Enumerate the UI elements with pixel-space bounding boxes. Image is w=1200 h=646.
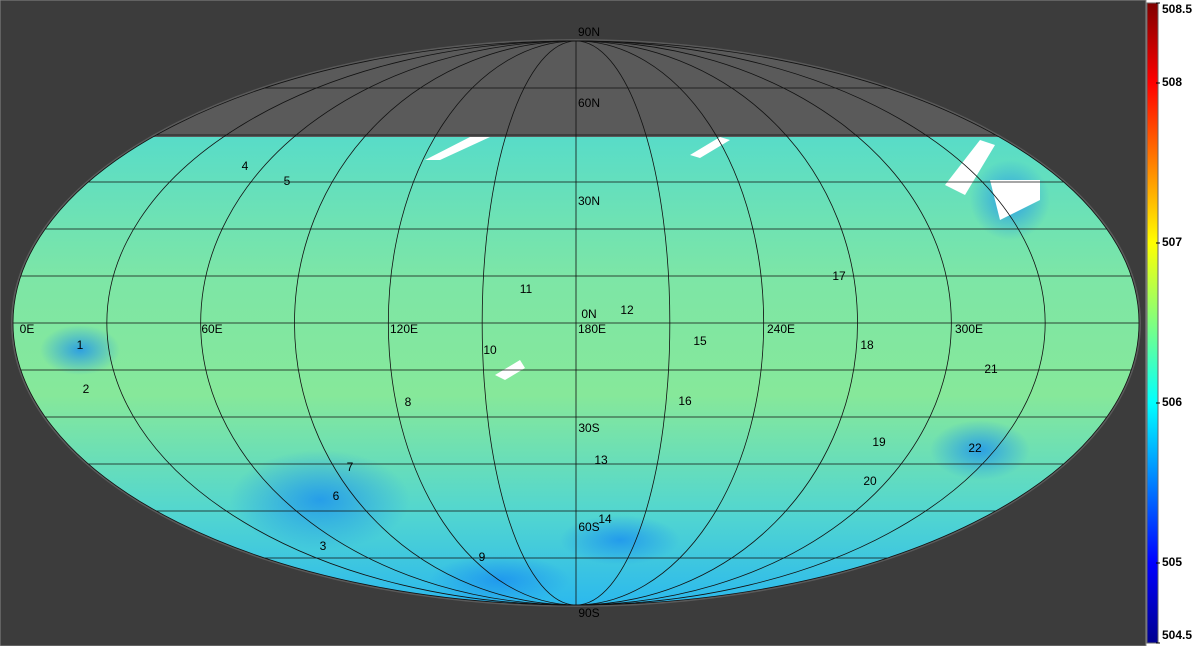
- latitude-label: 30N: [578, 194, 600, 208]
- colorbar: [1146, 2, 1159, 644]
- site-label: 11: [520, 282, 533, 296]
- colorbar-tick-label: 508: [1162, 75, 1182, 89]
- site-label: 9: [479, 550, 486, 564]
- site-label: 5: [284, 174, 291, 188]
- colorbar-tick-label: 504.5: [1162, 628, 1192, 642]
- colorbar-tick-label: 507: [1162, 235, 1182, 249]
- site-label: 14: [598, 512, 612, 526]
- longitude-label: 0E: [20, 322, 35, 336]
- latitude-label: 90S: [578, 606, 599, 620]
- site-label: 4: [242, 159, 249, 173]
- longitude-label: 120E: [390, 322, 418, 336]
- site-label: 1: [77, 338, 84, 352]
- longitude-label: 240E: [767, 322, 795, 336]
- latitude-label: 30S: [578, 421, 599, 435]
- site-label: 3: [320, 539, 327, 553]
- site-label: 17: [832, 269, 846, 283]
- site-label: 15: [693, 334, 707, 348]
- site-label: 12: [620, 303, 634, 317]
- latitude-label: 60N: [578, 96, 600, 110]
- latitude-label: 0N: [581, 307, 596, 321]
- site-label: 22: [968, 441, 982, 455]
- site-label: 18: [860, 338, 874, 352]
- latitude-label: 90N: [578, 25, 600, 39]
- colorbar-tick-label: 505: [1162, 555, 1182, 569]
- colorbar-tick-label: 508.5: [1162, 2, 1192, 16]
- site-label: 19: [872, 435, 886, 449]
- longitude-label: 180E: [578, 322, 606, 336]
- colorbar-tick-label: 506: [1162, 395, 1182, 409]
- site-label: 6: [333, 489, 340, 503]
- site-label: 10: [483, 343, 497, 357]
- latitude-label: 60S: [578, 520, 599, 534]
- site-label: 8: [405, 395, 412, 409]
- site-label: 16: [678, 394, 692, 408]
- site-label: 13: [594, 453, 608, 467]
- site-label: 2: [83, 382, 90, 396]
- longitude-label: 300E: [955, 322, 983, 336]
- longitude-label: 60E: [201, 322, 222, 336]
- graticule: [12, 40, 1140, 606]
- site-label: 21: [984, 362, 998, 376]
- site-label: 20: [863, 474, 877, 488]
- site-label: 7: [347, 460, 354, 474]
